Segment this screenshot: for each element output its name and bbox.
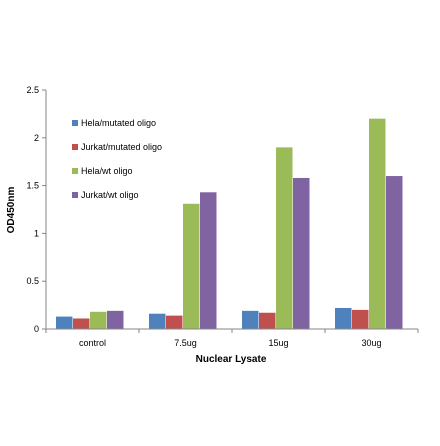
y-tick-label: 0 xyxy=(34,324,39,334)
y-tick-label: 1 xyxy=(34,228,39,238)
bar-1-4 xyxy=(335,307,352,329)
bar-4-2 xyxy=(200,192,217,329)
legend-label: Hela/wt oligo xyxy=(81,166,133,176)
axes: 0 0.5 1 1.5 2 2.5 control 7.5ug 15ug 30ug xyxy=(26,85,419,348)
y-tick-label: 2 xyxy=(34,133,39,143)
legend: Hela/mutated oligo Jurkat/mutated oligo He… xyxy=(72,118,162,200)
y-tick-label: 2.5 xyxy=(26,85,39,95)
bar-1-1 xyxy=(56,316,73,329)
y-tick-label: 1.5 xyxy=(26,181,39,191)
x-tick-label: 7.5ug xyxy=(174,338,197,348)
bar-2-2 xyxy=(166,315,183,329)
bar-3-2 xyxy=(183,203,200,329)
legend-swatch xyxy=(72,144,78,150)
y-tick-label: 0.5 xyxy=(26,276,39,286)
x-tick-label: control xyxy=(79,338,106,348)
bar-4-3 xyxy=(293,177,310,329)
bar-3-4 xyxy=(369,118,386,330)
legend-label: Hela/mutated oligo xyxy=(81,118,156,128)
bar-2-4 xyxy=(352,309,369,329)
legend-label: Jurkat/wt oligo xyxy=(81,190,139,200)
bar-4-4 xyxy=(386,176,403,329)
bar-3-1 xyxy=(90,311,107,329)
bar-4-1 xyxy=(107,310,124,329)
legend-swatch xyxy=(72,192,78,198)
legend-swatch xyxy=(72,168,78,174)
bar-2-1 xyxy=(73,318,90,329)
bar-3-3 xyxy=(276,147,293,329)
x-tick-label: 15ug xyxy=(268,338,288,348)
x-axis-title: Nuclear Lysate xyxy=(196,354,267,365)
x-tick-label: 30ug xyxy=(361,338,381,348)
y-axis-title: OD450nm xyxy=(6,187,17,234)
legend-swatch xyxy=(72,120,78,126)
legend-label: Jurkat/mutated oligo xyxy=(81,142,162,152)
plot-area xyxy=(56,118,403,330)
bar-2-3 xyxy=(259,312,276,329)
bar-1-2 xyxy=(149,313,166,329)
bar-1-3 xyxy=(242,310,259,329)
